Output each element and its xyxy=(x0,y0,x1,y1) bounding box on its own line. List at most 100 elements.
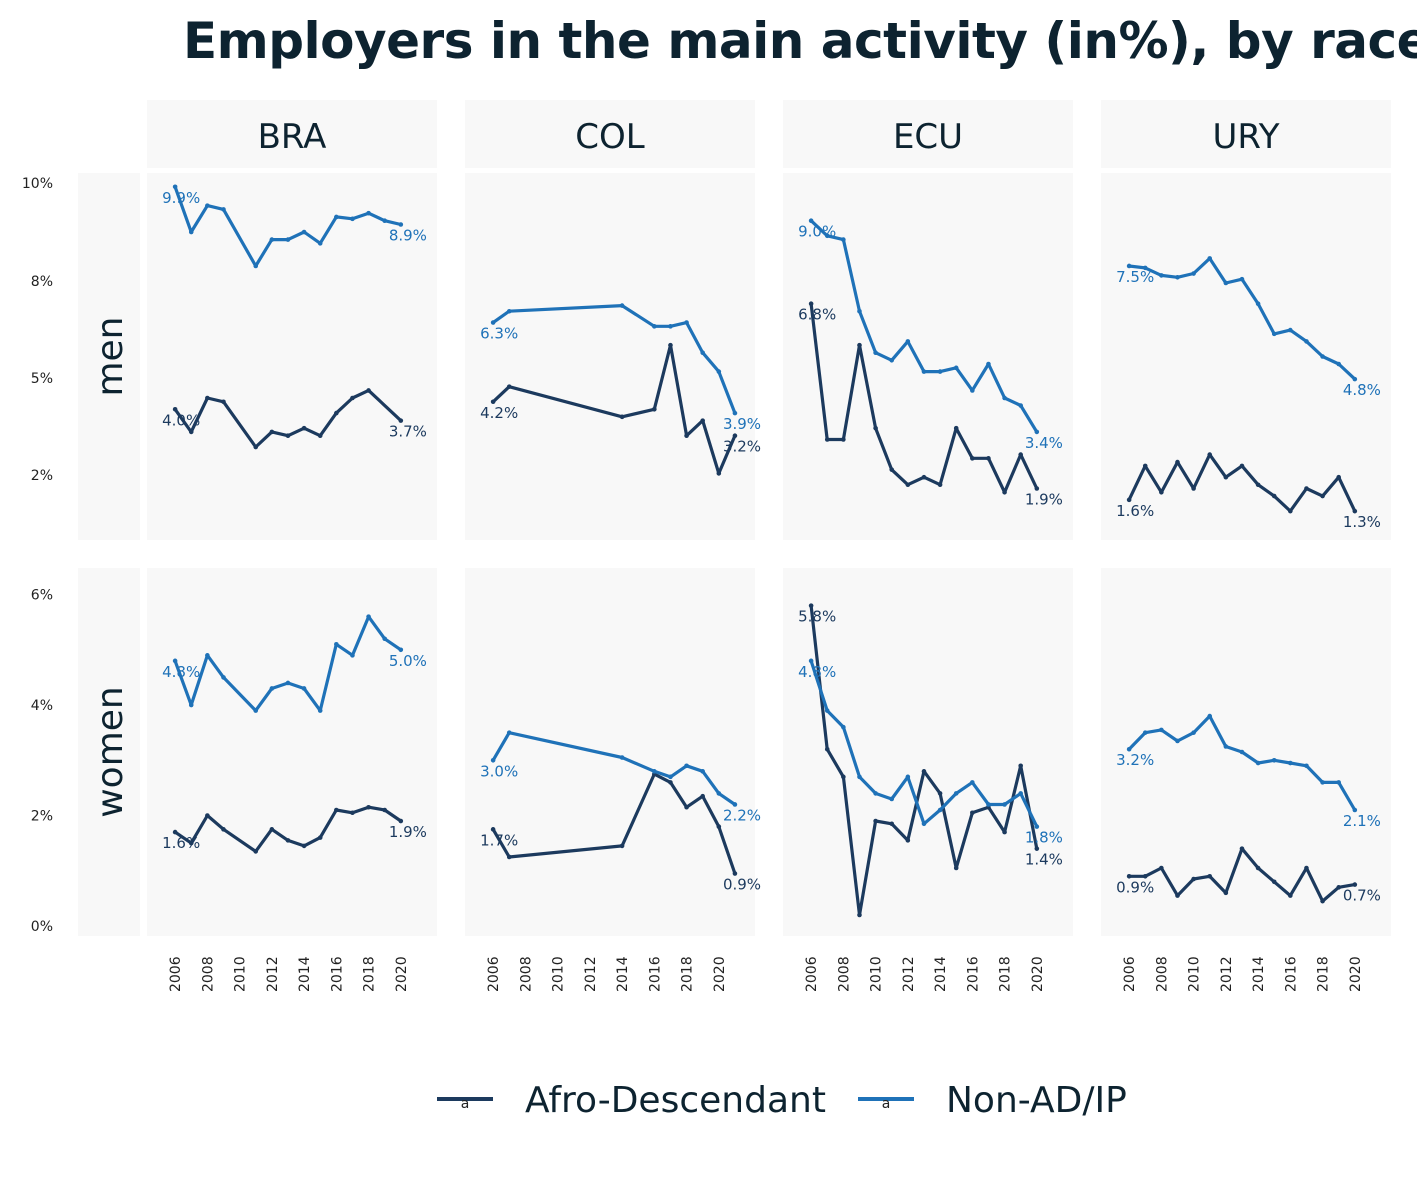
data-point xyxy=(905,774,911,780)
x-tick-label: 2020 xyxy=(1030,956,1046,992)
x-tick-label: 2006 xyxy=(804,956,820,992)
row-label-women: women xyxy=(90,686,131,818)
data-point xyxy=(366,804,371,810)
series-line-non-ad-ip xyxy=(173,185,403,268)
data-point xyxy=(953,865,959,871)
data-point xyxy=(619,843,625,849)
data-point xyxy=(668,324,673,329)
data-point xyxy=(668,780,673,785)
data-point xyxy=(841,437,846,442)
data-point xyxy=(1159,865,1164,871)
panel-series-women-col: 1.7% 0.9% 3.0% 2.2% xyxy=(480,730,761,894)
data-point xyxy=(1239,276,1245,282)
data-point xyxy=(889,821,895,827)
data-point xyxy=(1191,730,1196,735)
start-value-label: 7.5% xyxy=(1116,268,1154,286)
data-point xyxy=(1191,876,1196,882)
x-tick-label: 2016 xyxy=(1283,956,1299,992)
data-point xyxy=(921,474,927,480)
data-point xyxy=(889,357,895,363)
data-point xyxy=(1352,882,1358,887)
data-point xyxy=(1223,890,1229,896)
data-point xyxy=(808,603,814,608)
panel-series-men-ury: 1.6% 1.3% 7.5% 4.8% xyxy=(1116,256,1381,531)
data-point xyxy=(652,324,657,329)
data-point xyxy=(986,456,991,461)
data-point xyxy=(1223,280,1229,286)
data-point xyxy=(317,835,323,840)
data-point xyxy=(716,824,722,829)
data-point xyxy=(350,395,355,401)
data-point xyxy=(841,724,846,730)
data-point xyxy=(1002,802,1007,807)
data-point xyxy=(506,384,512,389)
data-point xyxy=(700,769,705,774)
legend-key-glyph: a xyxy=(882,1096,891,1112)
data-point xyxy=(334,410,339,416)
data-point xyxy=(824,746,830,752)
data-point xyxy=(221,675,226,680)
data-point xyxy=(398,647,404,653)
data-point xyxy=(350,216,355,222)
data-point xyxy=(334,214,339,220)
x-tick-label: 2014 xyxy=(297,956,313,992)
data-point xyxy=(506,854,512,860)
data-point xyxy=(668,342,673,348)
data-point xyxy=(808,301,814,306)
data-point xyxy=(921,769,927,774)
data-point xyxy=(1018,403,1023,408)
x-tick-label: 2010 xyxy=(1187,956,1203,992)
y-tick-label: 8% xyxy=(31,274,53,290)
data-point xyxy=(1034,824,1040,829)
data-point xyxy=(824,437,830,442)
x-tick-label: 2016 xyxy=(647,956,663,992)
data-point xyxy=(873,350,878,356)
data-point xyxy=(382,636,387,642)
start-value-label: 3.2% xyxy=(1116,751,1154,769)
start-value-label: 4.0% xyxy=(162,411,200,429)
data-point xyxy=(1018,763,1023,769)
data-point xyxy=(1175,459,1180,465)
data-point xyxy=(1320,898,1325,904)
data-point xyxy=(398,818,404,824)
start-value-label: 1.6% xyxy=(1116,502,1154,520)
data-point xyxy=(937,807,943,813)
data-point xyxy=(253,849,259,854)
data-point xyxy=(172,407,178,412)
data-point xyxy=(1288,508,1293,514)
data-point xyxy=(1271,757,1277,763)
data-point xyxy=(253,708,259,713)
data-point xyxy=(1255,482,1261,488)
data-point xyxy=(269,429,275,435)
strip-bra xyxy=(147,100,437,168)
data-point xyxy=(269,827,275,832)
data-point xyxy=(490,827,496,832)
end-value-label: 2.1% xyxy=(1343,812,1381,830)
data-point xyxy=(269,686,275,691)
data-point xyxy=(285,433,291,439)
data-point xyxy=(857,308,862,314)
data-point xyxy=(1239,749,1245,755)
data-point xyxy=(172,829,178,835)
data-point xyxy=(732,802,738,807)
data-point xyxy=(490,320,496,325)
panel-series-women-ury: 0.9% 0.7% 3.2% 2.1% xyxy=(1116,713,1381,905)
data-point xyxy=(1034,429,1040,435)
end-value-label: 0.7% xyxy=(1343,887,1381,905)
panel-series-men-bra: 4.0% 3.7% 9.9% 8.9% xyxy=(162,184,427,450)
data-point xyxy=(205,813,210,818)
strip-ecu xyxy=(783,100,1073,168)
x-tick-label: 2018 xyxy=(998,956,1014,992)
data-point xyxy=(732,433,738,439)
data-point xyxy=(301,229,307,235)
end-value-label: 1.9% xyxy=(389,823,427,841)
row-strip-men xyxy=(78,173,140,540)
data-point xyxy=(221,399,226,405)
data-point xyxy=(269,237,275,242)
x-tick-label: 2006 xyxy=(486,956,502,992)
data-point xyxy=(317,708,323,713)
axis-labels: BRA COL ECU URY men women 10% 8% 5% 2% 6% 4% 2% 0% 200… xyxy=(22,117,1364,992)
x-tick-label: 2016 xyxy=(965,956,981,992)
data-point xyxy=(1288,760,1293,766)
data-point xyxy=(382,807,387,813)
